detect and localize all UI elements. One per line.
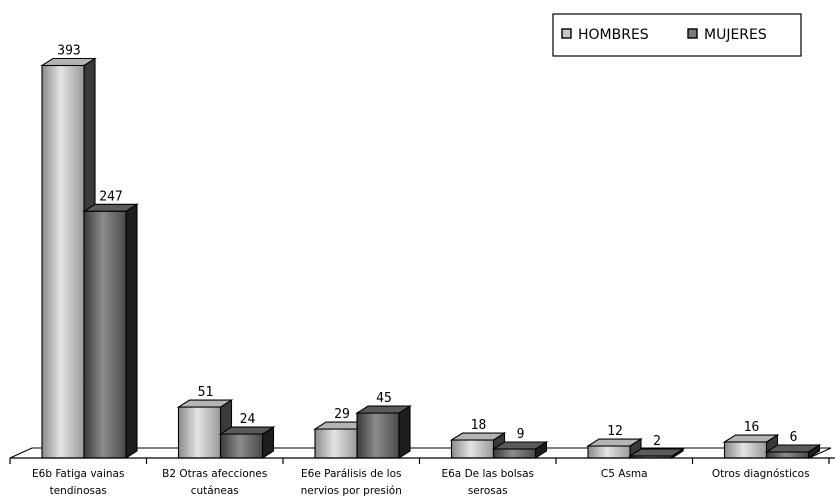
- value-label-hombres: 18: [471, 418, 487, 433]
- value-label-hombres: 51: [198, 385, 214, 400]
- bar-front: [765, 451, 810, 459]
- bar-front: [41, 64, 85, 459]
- bar-front: [450, 439, 495, 459]
- bar-mujeres: [82, 203, 139, 460]
- legend-swatch-mujeres: [687, 28, 698, 39]
- value-label-hombres: 16: [744, 420, 760, 435]
- legend-item-hombres: HOMBRES: [561, 27, 649, 43]
- bar-front: [356, 412, 400, 459]
- bar-front: [83, 210, 127, 459]
- x-tick-label: B2 Otras afecciones cutáneas: [162, 468, 267, 497]
- bar-front: [219, 433, 264, 459]
- bar-front: [314, 428, 358, 459]
- x-tick-label: C5 Asma: [601, 468, 648, 480]
- bars-group: [40, 57, 822, 460]
- bar-front: [587, 445, 631, 459]
- value-label-mujeres: 9: [517, 427, 525, 442]
- value-label-mujeres: 24: [240, 412, 256, 427]
- legend-label-mujeres: MUJERES: [704, 27, 767, 43]
- value-label-hombres: 393: [57, 43, 80, 58]
- bar-side: [125, 203, 138, 460]
- value-label-mujeres: 6: [790, 430, 798, 445]
- bar-mujeres: [764, 444, 822, 460]
- bar-mujeres: [218, 426, 276, 460]
- bar-front: [177, 406, 222, 459]
- bar-mujeres: [491, 441, 549, 460]
- value-label-mujeres: 2: [653, 434, 661, 449]
- value-label-mujeres: 45: [376, 391, 392, 406]
- bar-mujeres: [355, 405, 412, 460]
- bar-front: [492, 448, 537, 459]
- bar-hombres: [586, 438, 643, 460]
- value-labels: 393 247 51 24 29 45 18 9 12 2 16 6: [57, 43, 797, 449]
- legend-item-mujeres: MUJERES: [687, 27, 767, 43]
- legend-label-hombres: HOMBRES: [578, 27, 649, 43]
- legend: HOMBRES MUJERES: [552, 13, 802, 57]
- x-axis: E6b Fatiga vainas tendinosas B2 Otras afec…: [9, 457, 835, 497]
- legend-box: [552, 13, 802, 57]
- x-tick-label: E6a De las bolsas serosas: [441, 468, 534, 497]
- bar-front: [723, 441, 768, 459]
- x-tick-label: E6e Parálisis de los nervios por presión: [301, 468, 402, 497]
- legend-swatch-hombres: [561, 28, 572, 39]
- x-tick-label: E6b Fatiga vainas tendinosas: [32, 468, 124, 497]
- value-label-mujeres: 247: [99, 189, 122, 204]
- x-tick-label: Otros diagnósticos: [712, 468, 810, 480]
- value-label-hombres: 12: [607, 424, 623, 439]
- bar-side: [398, 405, 411, 460]
- bar-mujeres: [628, 448, 685, 460]
- value-label-hombres: 29: [334, 407, 350, 422]
